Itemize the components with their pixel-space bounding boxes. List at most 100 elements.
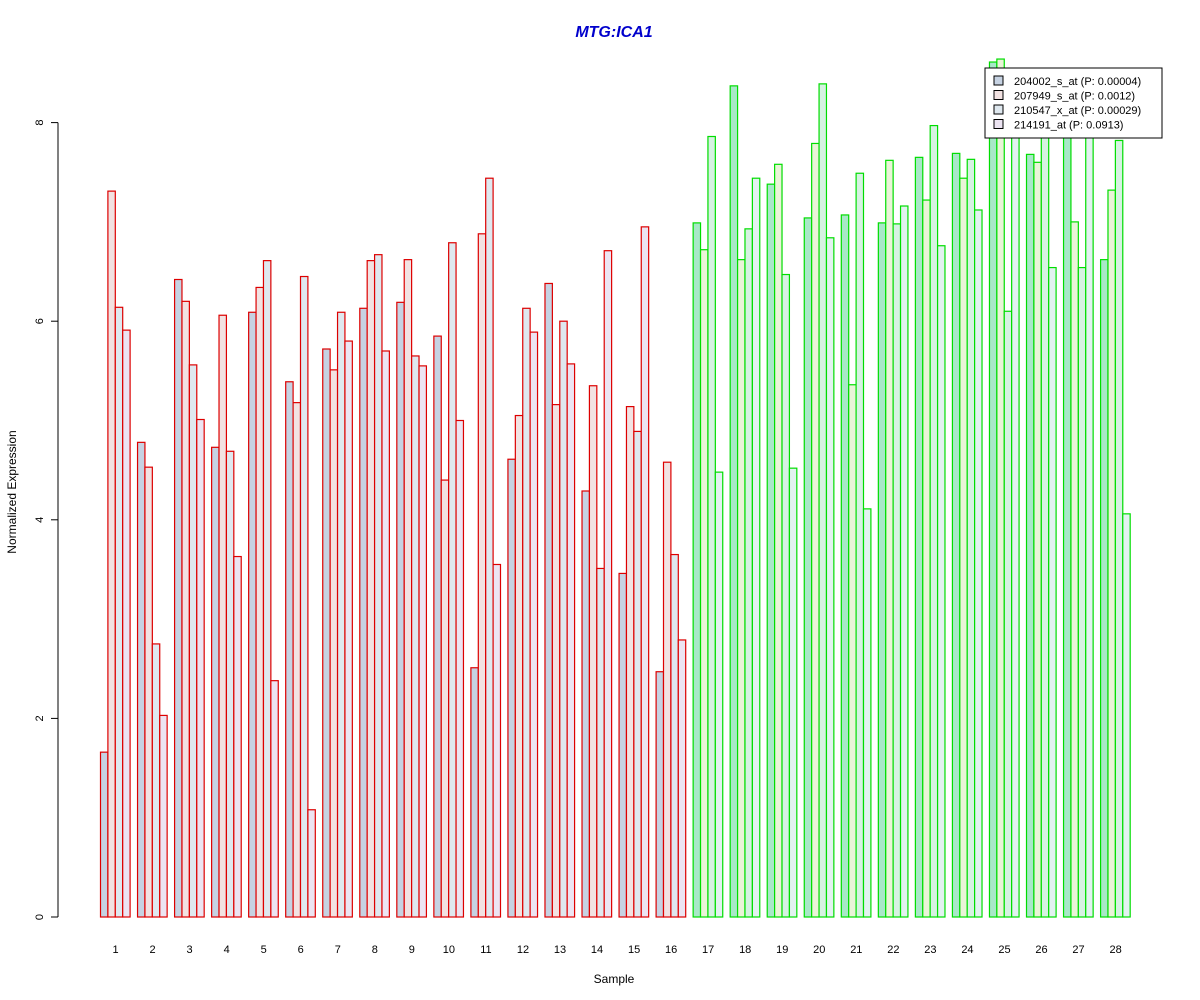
bar [811,142,820,918]
bar [959,177,968,918]
x-tick-label: 27 [1072,944,1084,956]
y-tick-label: 6 [34,318,46,324]
bar [588,385,598,918]
bar [270,680,279,918]
bar [788,467,798,918]
bar [862,508,872,918]
bar [1077,266,1087,918]
bar [211,446,220,918]
x-tick-label: 15 [628,944,640,956]
bar [329,369,339,918]
x-tick-label: 16 [665,944,677,956]
bar [1048,266,1057,918]
x-tick-label: 21 [850,944,862,956]
bar [677,639,687,918]
bar [418,365,428,918]
x-tick-label: 28 [1109,944,1121,956]
bar [544,282,553,918]
bar [366,260,376,918]
bar [492,563,502,918]
bar [551,404,561,918]
bar [707,135,716,918]
bar [559,320,568,918]
legend-swatch [993,119,1004,129]
bar [255,286,265,918]
bar [692,222,702,918]
bar [233,555,242,918]
bar [1062,81,1072,918]
x-tick-label: 25 [998,944,1010,956]
bar [440,479,450,918]
x-tick-label: 12 [517,944,529,956]
bar [448,242,457,918]
bar [655,671,665,918]
bar [929,124,939,918]
x-tick-label: 1 [112,944,118,956]
bar [633,430,642,918]
bar [825,237,835,918]
x-tick-label: 6 [298,944,304,956]
bar [336,311,346,918]
bar [781,273,791,918]
bar [107,190,116,918]
bar [159,714,168,918]
bar [470,667,479,918]
legend-label: 207949_s_at (P: 0.0012) [1014,91,1135,103]
bar [285,381,294,918]
bar [381,350,390,918]
x-tick-label: 2 [149,944,155,956]
bar [522,307,531,918]
bar [699,249,709,918]
bar [403,259,413,918]
bar [1033,161,1042,918]
bar [1003,310,1013,918]
bar [892,223,902,918]
bar [625,405,635,918]
bar [122,329,131,918]
x-tick-label: 9 [409,944,415,956]
bar [396,301,405,918]
x-tick-label: 26 [1035,944,1047,956]
bar [996,58,1005,918]
x-tick-label: 4 [224,944,230,956]
bar [744,228,753,918]
bar [855,172,865,918]
bar [433,335,442,918]
x-tick-label: 5 [261,944,267,956]
bar [144,466,153,918]
bar [885,159,894,918]
x-tick-label: 10 [443,944,455,956]
bar [477,233,487,918]
bar [1070,221,1079,918]
x-tick-label: 20 [813,944,825,956]
bar [877,222,887,918]
bar [411,355,420,918]
x-tick-label: 24 [961,944,973,956]
x-tick-label: 8 [372,944,378,956]
bar [818,83,828,918]
x-tick-label: 17 [702,944,714,956]
bar [455,419,465,918]
bar [485,177,494,918]
bar [774,163,783,918]
bar [670,553,679,918]
bar [729,85,739,918]
bar [640,226,650,918]
legend: 204002_s_at (P: 0.00004) 207949_s_at (P: … [984,67,1163,139]
bar [1114,139,1124,918]
bar [736,259,746,918]
x-tick-label: 22 [887,944,899,956]
bar [1122,513,1131,918]
bar [662,461,672,918]
y-tick-label: 4 [34,517,46,523]
bar [196,418,205,918]
x-tick-label: 14 [591,944,603,956]
x-tick-label: 7 [335,944,341,956]
x-tick-label: 23 [924,944,936,956]
bar [581,490,591,918]
legend-label: 210547_x_at (P: 0.00029) [1014,105,1141,117]
x-tick-label: 18 [739,944,751,956]
bar [603,250,613,918]
bar [1099,259,1109,918]
legend-label: 214191_at (P: 0.0913) [1014,120,1123,132]
